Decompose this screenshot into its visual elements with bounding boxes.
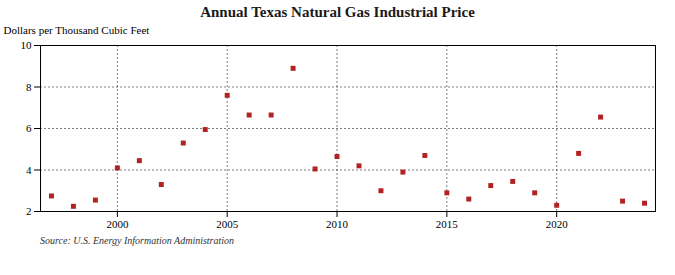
svg-text:2010: 2010 (326, 218, 349, 230)
svg-text:10: 10 (21, 39, 33, 51)
svg-text:4: 4 (26, 164, 32, 176)
svg-text:2015: 2015 (436, 218, 459, 230)
svg-text:2020: 2020 (546, 218, 569, 230)
svg-text:2000: 2000 (106, 218, 129, 230)
html-text:Source: U.S. Energy Informatio: Source: U.S. Energy Information Administ… (40, 235, 235, 246)
svg-text:2: 2 (26, 205, 32, 217)
svg-text:2005: 2005 (216, 218, 239, 230)
svg-text:8: 8 (26, 81, 32, 93)
svg-text:Dollars per Thousand Cubic Fee: Dollars per Thousand Cubic Feet (4, 24, 150, 36)
html-text:Annual Texas Natural Gas Indus: Annual Texas Natural Gas Industrial Pric… (200, 4, 475, 20)
svg-text:6: 6 (26, 122, 32, 134)
